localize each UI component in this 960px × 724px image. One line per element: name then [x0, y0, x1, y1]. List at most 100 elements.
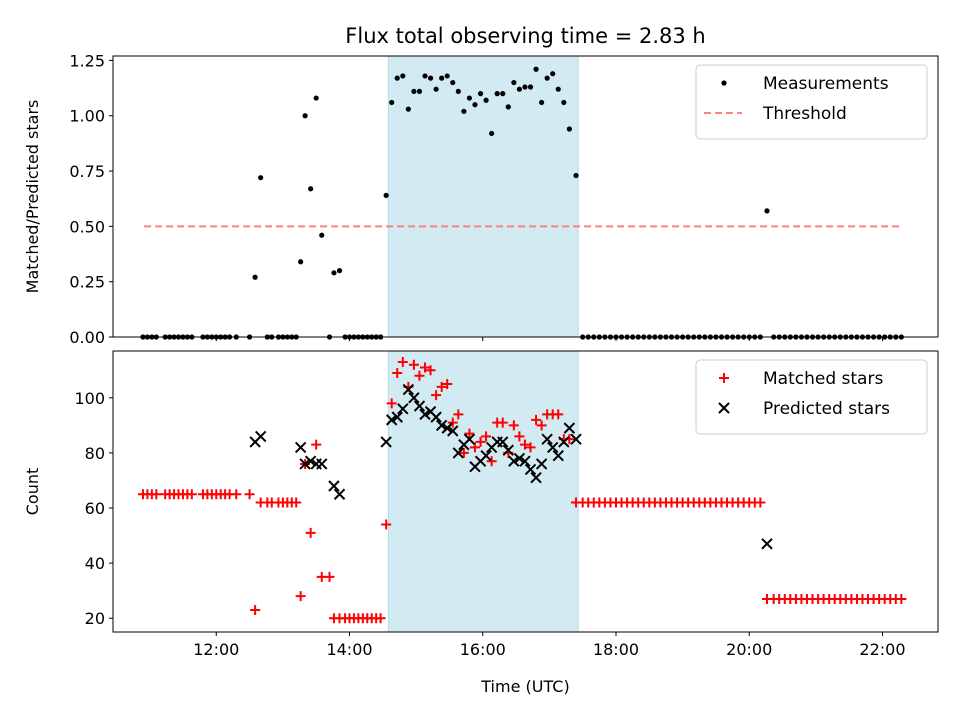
- legend-marker: [719, 373, 729, 383]
- data-point: [151, 489, 162, 500]
- data-point: [299, 458, 311, 470]
- data-point: [539, 99, 545, 106]
- x-tick-label: 20:00: [726, 640, 772, 659]
- data-point: [333, 488, 346, 500]
- data-point: [450, 79, 456, 86]
- data-point: [553, 409, 564, 420]
- data-point: [302, 113, 308, 119]
- data-point: [508, 455, 520, 467]
- y-tick-label: 80: [85, 444, 105, 463]
- x-tick-label: 14:00: [326, 640, 372, 659]
- data-point: [555, 86, 561, 92]
- data-point: [231, 489, 242, 500]
- data-point: [405, 106, 411, 112]
- data-point: [573, 172, 579, 179]
- data-point: [469, 442, 480, 453]
- legend-marker: [721, 80, 727, 86]
- data-point: [294, 441, 307, 454]
- data-point: [411, 88, 417, 95]
- data-point: [422, 73, 428, 79]
- panel-2: 20 40 60 80 100 12:00 14:00 16:00 18:00 20:00 22:0…: [23, 350, 939, 696]
- data-point: [385, 414, 398, 426]
- data-point: [466, 95, 473, 101]
- x-tick-label: 22:00: [859, 640, 905, 659]
- data-point: [431, 390, 442, 401]
- y-tick-label: 40: [85, 554, 105, 573]
- data-point: [561, 99, 567, 106]
- data-point: [550, 71, 556, 77]
- data-point: [527, 84, 534, 90]
- data-point: [389, 99, 395, 106]
- data-point: [489, 130, 495, 137]
- data-point: [483, 97, 489, 103]
- data-point: [313, 95, 319, 101]
- data-point: [546, 441, 559, 454]
- data-point: [477, 91, 484, 97]
- data-point: [397, 357, 408, 368]
- data-point: [570, 433, 582, 445]
- data-point: [392, 368, 403, 379]
- observing-window-span: [387, 55, 579, 338]
- data-point: [508, 420, 519, 431]
- data-point: [511, 79, 517, 86]
- data-point: [380, 436, 392, 448]
- data-point: [400, 73, 406, 79]
- data-point: [441, 422, 453, 434]
- data-point: [394, 75, 400, 81]
- data-point: [513, 452, 526, 465]
- data-point: [444, 73, 450, 79]
- data-point: [295, 591, 306, 602]
- y-tick-label: 0.50: [69, 217, 105, 236]
- data-point: [502, 444, 514, 456]
- legend-box: [695, 64, 928, 140]
- data-point: [505, 104, 511, 110]
- data-point: [430, 411, 442, 423]
- data-point: [500, 91, 506, 97]
- legend: Matched stars Predicted stars: [695, 359, 928, 435]
- data-point: [435, 419, 448, 432]
- data-point: [497, 417, 508, 428]
- y-axis-label: Matched/Predicted stars: [23, 100, 42, 294]
- data-point: [308, 186, 314, 192]
- data-point: [298, 259, 304, 265]
- plot-frame: [112, 55, 939, 338]
- y-tick-label: 20: [85, 609, 105, 628]
- data-point: [408, 392, 420, 404]
- data-point: [436, 381, 447, 392]
- data-point: [381, 519, 392, 530]
- legend-marker: [718, 402, 730, 414]
- data-point: [375, 613, 386, 624]
- data-point: [472, 102, 478, 108]
- data-point: [486, 456, 497, 467]
- data-point: [480, 449, 492, 462]
- data-point: [442, 379, 453, 390]
- data-point: [413, 400, 426, 412]
- data-point: [519, 455, 531, 467]
- y-tick-label: 60: [85, 499, 105, 518]
- data-point: [425, 365, 436, 376]
- y-tick-label: 1.00: [69, 107, 105, 126]
- data-point: [427, 75, 434, 81]
- y-tick-label: 1.25: [69, 51, 105, 70]
- data-point: [455, 88, 461, 95]
- data-point: [514, 431, 525, 442]
- data-point: [519, 439, 530, 450]
- x-tick-label: 16:00: [460, 640, 506, 659]
- data-point: [463, 433, 476, 445]
- data-point: [516, 86, 522, 92]
- data-point: [447, 417, 458, 428]
- data-point: [414, 370, 425, 381]
- data-point: [531, 414, 542, 425]
- data-point: [453, 409, 464, 420]
- data-point: [494, 91, 500, 97]
- data-point: [391, 411, 403, 423]
- data-point: [250, 604, 261, 615]
- data-point: [522, 84, 528, 90]
- data-point: [383, 192, 389, 198]
- data-point: [311, 439, 322, 450]
- data-point: [420, 362, 431, 373]
- data-point: [402, 383, 415, 396]
- chart-title: Flux total observing time = 2.83 h: [345, 24, 705, 48]
- series-matched-stars: [137, 357, 907, 624]
